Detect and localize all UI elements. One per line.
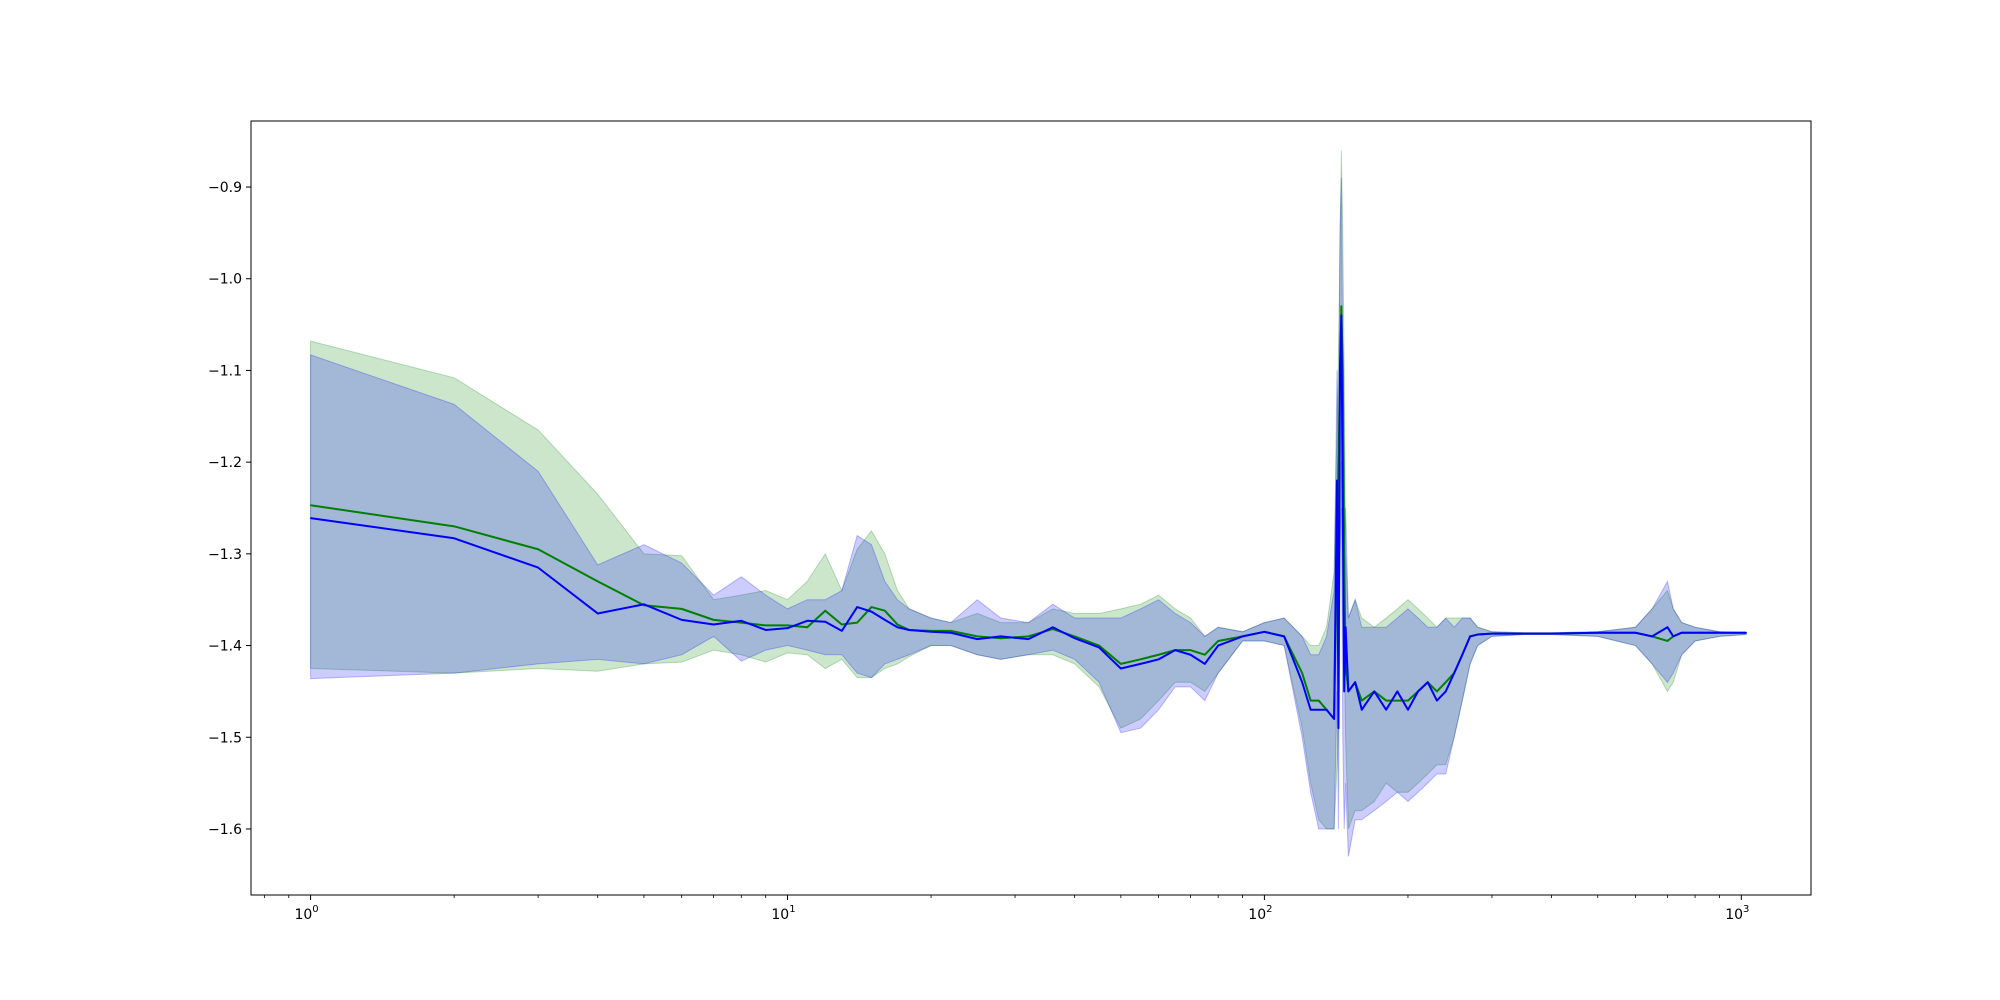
x-tick-exponent: 0 xyxy=(312,904,318,915)
series-2-line xyxy=(310,314,1747,730)
x-tick-exponent: 2 xyxy=(1266,904,1272,915)
y-tick-label: −1.3 xyxy=(208,547,242,563)
y-tick-label: −1.0 xyxy=(208,272,242,288)
y-tick-label: −0.9 xyxy=(208,180,242,196)
y-tick-label: −1.5 xyxy=(208,730,242,746)
series-2-band xyxy=(310,177,1747,857)
plot-frame xyxy=(250,120,1812,896)
x-tick-exponent: 3 xyxy=(1743,904,1749,915)
x-tick-exponent: 1 xyxy=(789,904,795,915)
series-1-band xyxy=(310,150,1747,830)
y-axis: −0.9 −1.0 −1.1 −1.2 −1.3 −1.4 −1.5 −1.6 xyxy=(208,180,251,838)
y-tick-label: −1.4 xyxy=(208,639,242,655)
y-tick-label: −1.2 xyxy=(208,455,242,471)
confidence-bands xyxy=(310,150,1747,857)
y-tick-label: −1.1 xyxy=(208,363,242,379)
y-tick-label: −1.6 xyxy=(208,822,242,838)
series-lines xyxy=(309,305,1747,730)
